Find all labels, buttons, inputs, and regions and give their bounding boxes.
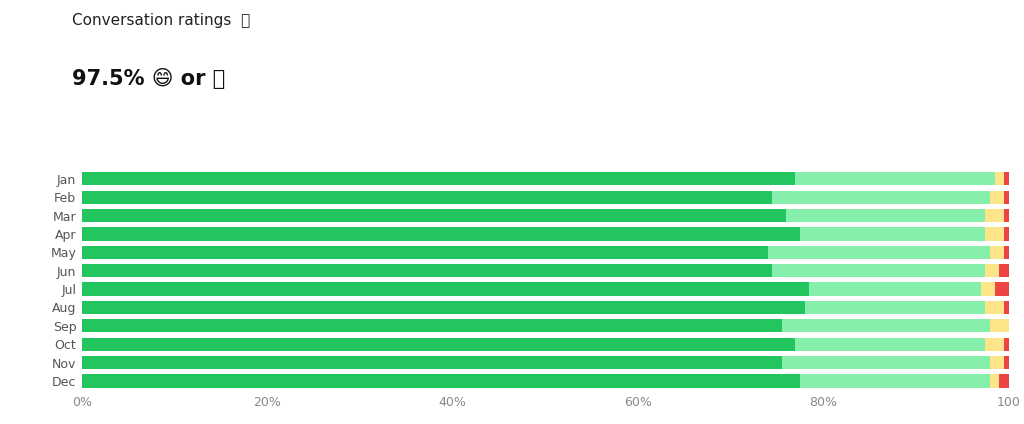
Bar xyxy=(985,264,999,277)
Bar xyxy=(999,264,1009,277)
Bar xyxy=(1004,301,1009,314)
Bar xyxy=(1004,190,1009,204)
Bar xyxy=(82,374,800,388)
Bar xyxy=(786,209,985,222)
Bar xyxy=(796,338,985,351)
Bar xyxy=(800,227,985,240)
Bar xyxy=(990,190,1004,204)
Bar xyxy=(985,227,1004,240)
Bar xyxy=(990,319,1009,332)
Bar xyxy=(82,301,805,314)
Bar xyxy=(82,319,781,332)
Bar xyxy=(1004,356,1009,369)
Bar xyxy=(985,338,1004,351)
Bar xyxy=(82,172,796,185)
Bar xyxy=(1004,172,1009,185)
Bar xyxy=(990,374,999,388)
Bar xyxy=(781,319,990,332)
Bar xyxy=(994,172,1004,185)
Bar xyxy=(985,209,1004,222)
Text: 97.5% 😄 or 👑: 97.5% 😄 or 👑 xyxy=(72,68,225,89)
Bar xyxy=(990,245,1004,259)
Bar xyxy=(772,190,990,204)
Text: Conversation ratings  ❓: Conversation ratings ❓ xyxy=(72,13,250,28)
Bar xyxy=(1004,245,1009,259)
Bar xyxy=(82,209,786,222)
Bar xyxy=(82,264,772,277)
Bar xyxy=(82,190,772,204)
Bar xyxy=(1004,227,1009,240)
Bar xyxy=(985,301,1004,314)
Bar xyxy=(994,282,1009,296)
Bar xyxy=(82,282,809,296)
Bar xyxy=(82,245,768,259)
Bar xyxy=(82,227,800,240)
Bar xyxy=(981,282,994,296)
Bar xyxy=(796,172,994,185)
Bar xyxy=(990,356,1004,369)
Bar xyxy=(805,301,985,314)
Bar xyxy=(781,356,990,369)
Bar xyxy=(82,338,796,351)
Bar xyxy=(999,374,1009,388)
Bar xyxy=(82,356,781,369)
Bar xyxy=(1004,338,1009,351)
Bar xyxy=(809,282,981,296)
Bar xyxy=(772,264,985,277)
Bar xyxy=(1004,209,1009,222)
Bar xyxy=(800,374,990,388)
Bar xyxy=(768,245,990,259)
